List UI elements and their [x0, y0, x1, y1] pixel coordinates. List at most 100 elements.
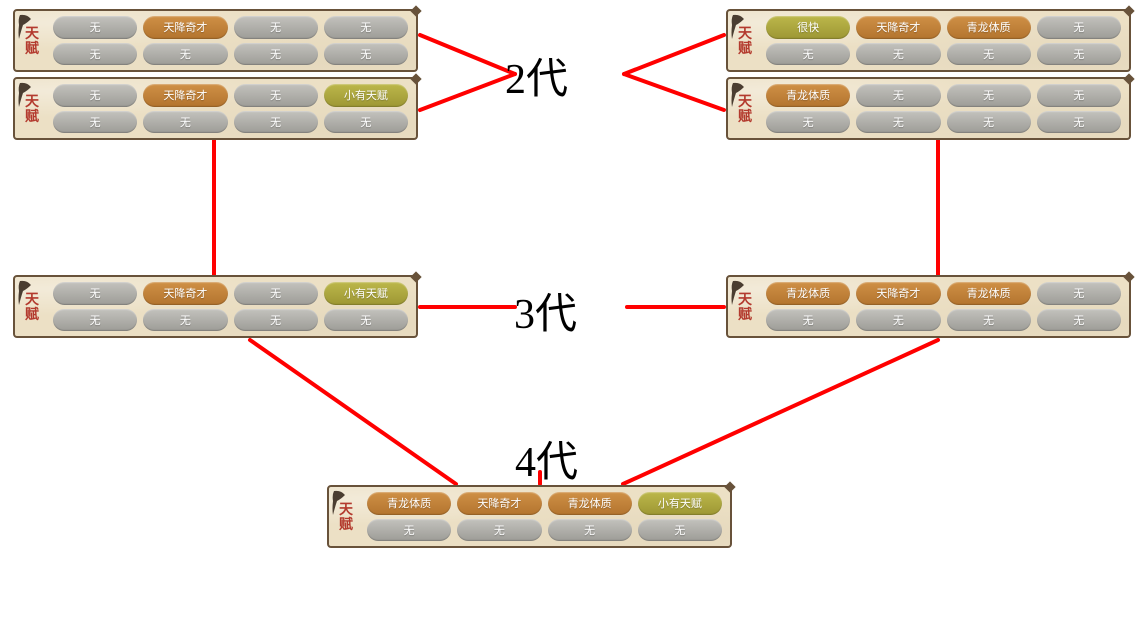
talent-slot: 小有天赋 [324, 84, 408, 107]
talent-slot: 无 [324, 309, 408, 332]
side-label-glyph: 天 [25, 26, 39, 41]
talent-slot: 无 [548, 519, 632, 542]
talent-panel: 天赋无天降奇才无无无无无无 [13, 9, 418, 72]
talent-slot: 无 [856, 309, 940, 332]
panel-side-label: 天赋 [15, 11, 49, 70]
talent-slot: 无 [856, 84, 940, 107]
talent-slot: 青龙体质 [766, 282, 850, 305]
side-label-glyph: 赋 [25, 109, 39, 124]
talent-slot: 无 [53, 84, 137, 107]
side-label-glyph: 天 [738, 292, 752, 307]
talent-panel: 天赋青龙体质天降奇才青龙体质小有天赋无无无无 [327, 485, 732, 548]
talent-slot: 无 [53, 282, 137, 305]
talent-slot: 无 [766, 309, 850, 332]
talent-slot: 青龙体质 [947, 282, 1031, 305]
generation-label: 2代 [505, 45, 568, 106]
talent-slot: 青龙体质 [947, 16, 1031, 39]
talent-slot: 很快 [766, 16, 850, 39]
talent-slot: 无 [1037, 43, 1121, 66]
connector-line [420, 74, 515, 110]
talent-slot: 无 [947, 309, 1031, 332]
side-label-glyph: 赋 [738, 307, 752, 322]
talent-slot: 无 [1037, 309, 1121, 332]
generation-label: 4代 [515, 428, 578, 489]
talent-panel: 天赋很快天降奇才青龙体质无无无无无 [726, 9, 1131, 72]
talent-slot: 无 [234, 111, 318, 134]
panel-side-label: 天赋 [15, 79, 49, 138]
talent-slot: 无 [53, 43, 137, 66]
talent-slot: 无 [1037, 16, 1121, 39]
talent-slot: 无 [53, 16, 137, 39]
connector-line [250, 340, 456, 484]
talent-slot: 无 [234, 309, 318, 332]
side-label-glyph: 赋 [25, 307, 39, 322]
talent-slot: 无 [143, 309, 227, 332]
talent-slot: 无 [766, 111, 850, 134]
generation-label: 3代 [514, 280, 577, 341]
panel-side-label: 天赋 [329, 487, 363, 546]
talent-slot: 无 [947, 84, 1031, 107]
talent-slot: 无 [1037, 111, 1121, 134]
talent-slot: 青龙体质 [367, 492, 451, 515]
talent-slot: 无 [143, 111, 227, 134]
panel-side-label: 天赋 [15, 277, 49, 336]
talent-slot: 天降奇才 [457, 492, 541, 515]
talent-slot: 无 [53, 309, 137, 332]
talent-slot: 青龙体质 [766, 84, 850, 107]
talent-slot: 无 [234, 282, 318, 305]
talent-slot: 无 [234, 16, 318, 39]
slot-grid: 很快天降奇才青龙体质无无无无无 [762, 11, 1129, 70]
talent-slot: 无 [367, 519, 451, 542]
side-label-glyph: 天 [25, 292, 39, 307]
talent-slot: 无 [947, 111, 1031, 134]
side-label-glyph: 赋 [25, 41, 39, 56]
talent-slot: 天降奇才 [143, 84, 227, 107]
panel-side-label: 天赋 [728, 79, 762, 138]
side-label-glyph: 天 [738, 94, 752, 109]
talent-slot: 天降奇才 [856, 16, 940, 39]
slot-grid: 无天降奇才无无无无无无 [49, 11, 416, 70]
connector-line [623, 340, 938, 484]
slot-grid: 无天降奇才无小有天赋无无无无 [49, 277, 416, 336]
slot-grid: 无天降奇才无小有天赋无无无无 [49, 79, 416, 138]
talent-slot: 无 [856, 43, 940, 66]
talent-panel: 天赋无天降奇才无小有天赋无无无无 [13, 77, 418, 140]
talent-slot: 无 [53, 111, 137, 134]
talent-slot: 无 [1037, 282, 1121, 305]
side-label-glyph: 天 [25, 94, 39, 109]
connector-line [624, 35, 724, 74]
talent-slot: 天降奇才 [143, 282, 227, 305]
talent-panel: 天赋青龙体质天降奇才青龙体质无无无无无 [726, 275, 1131, 338]
side-label-glyph: 赋 [339, 517, 353, 532]
talent-slot: 无 [1037, 84, 1121, 107]
talent-slot: 无 [324, 111, 408, 134]
talent-slot: 无 [947, 43, 1031, 66]
slot-grid: 青龙体质天降奇才青龙体质小有天赋无无无无 [363, 487, 730, 546]
panel-side-label: 天赋 [728, 11, 762, 70]
talent-slot: 天降奇才 [856, 282, 940, 305]
slot-grid: 青龙体质天降奇才青龙体质无无无无无 [762, 277, 1129, 336]
side-label-glyph: 赋 [738, 41, 752, 56]
connector-line [624, 74, 724, 110]
side-label-glyph: 天 [339, 502, 353, 517]
slot-grid: 青龙体质无无无无无无无 [762, 79, 1129, 138]
talent-slot: 青龙体质 [548, 492, 632, 515]
talent-slot: 小有天赋 [638, 492, 722, 515]
talent-slot: 小有天赋 [324, 282, 408, 305]
talent-panel: 天赋青龙体质无无无无无无无 [726, 77, 1131, 140]
talent-slot: 无 [638, 519, 722, 542]
talent-slot: 无 [324, 43, 408, 66]
talent-slot: 无 [457, 519, 541, 542]
talent-slot: 无 [143, 43, 227, 66]
talent-slot: 无 [856, 111, 940, 134]
talent-panel: 天赋无天降奇才无小有天赋无无无无 [13, 275, 418, 338]
talent-slot: 无 [766, 43, 850, 66]
connector-line [420, 35, 515, 74]
talent-slot: 无 [234, 84, 318, 107]
side-label-glyph: 赋 [738, 109, 752, 124]
talent-slot: 无 [234, 43, 318, 66]
talent-slot: 天降奇才 [143, 16, 227, 39]
panel-side-label: 天赋 [728, 277, 762, 336]
side-label-glyph: 天 [738, 26, 752, 41]
talent-slot: 无 [324, 16, 408, 39]
